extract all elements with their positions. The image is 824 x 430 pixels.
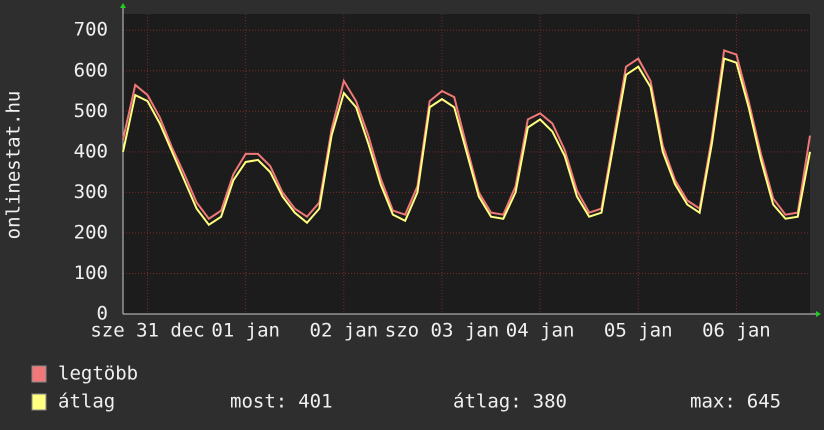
- legend-swatch: [31, 393, 47, 411]
- x-tick-label: 01 jan: [211, 320, 280, 342]
- x-tick-label: 02 jan: [310, 320, 379, 342]
- y-tick-label: 600: [74, 59, 108, 81]
- axis-arrow: [816, 311, 821, 317]
- y-tick-label: 500: [74, 100, 108, 122]
- y-tick-label: 700: [74, 19, 108, 41]
- x-tick-label: 04 jan: [506, 320, 575, 342]
- y-tick-label: 0: [97, 303, 108, 325]
- stat-value: 401: [298, 391, 332, 413]
- x-tick-label: 05 jan: [604, 320, 673, 342]
- legend-swatch: [31, 365, 47, 383]
- y-tick-label: 200: [74, 221, 108, 243]
- axis-arrow: [120, 3, 126, 8]
- stat-label: max:: [690, 391, 736, 413]
- y-axis-label: onlinestat.hu: [3, 91, 25, 240]
- x-tick-label: 06 jan: [702, 320, 771, 342]
- y-tick-label: 100: [74, 262, 108, 284]
- x-tick-label: szo 03 jan: [385, 320, 499, 342]
- x-tick-label: sze 31 dec: [90, 320, 204, 342]
- stat-value: 380: [533, 391, 567, 413]
- stat-label: átlag:: [453, 391, 522, 413]
- y-tick-label: 300: [74, 181, 108, 203]
- legend-label: átlag: [58, 391, 115, 413]
- stat-value: 645: [747, 391, 781, 413]
- legend-label: legtöbb: [58, 363, 138, 385]
- series-line: [122, 49, 811, 221]
- stat-label: most:: [230, 391, 287, 413]
- y-tick-label: 400: [74, 140, 108, 162]
- series-line: [122, 57, 811, 227]
- plot-area: [123, 14, 810, 314]
